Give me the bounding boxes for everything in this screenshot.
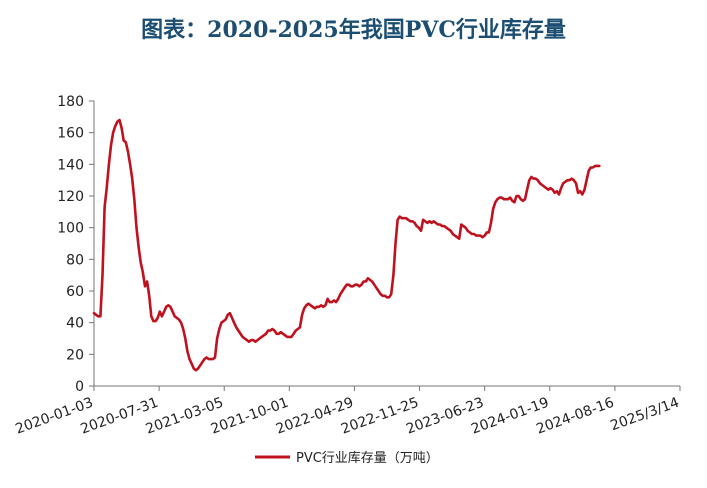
legend: PVC行业库存量（万吨） — [255, 450, 439, 466]
y-tick-label: 100 — [57, 221, 84, 237]
y-tick-label: 180 — [57, 94, 84, 110]
x-tick-label: 2025/3/14 — [608, 395, 681, 435]
y-tick-label: 80 — [66, 252, 84, 268]
y-tick-label: 0 — [75, 379, 84, 395]
y-tick-label: 140 — [57, 157, 84, 173]
y-tick-label: 20 — [66, 347, 84, 363]
chart-title: 图表：2020-2025年我国PVC行业库存量 — [141, 17, 566, 43]
series-layer — [92, 118, 601, 372]
y-tick-label: 40 — [66, 316, 84, 332]
y-tick-label: 60 — [66, 284, 84, 300]
y-tick-label: 120 — [57, 189, 84, 205]
y-tick-label: 160 — [57, 126, 84, 142]
series-line-pvc-inventory — [92, 118, 601, 372]
axes-layer: 0204060801001201401601802020-01-032020-0… — [13, 94, 681, 438]
legend-label: PVC行业库存量（万吨） — [296, 450, 439, 466]
